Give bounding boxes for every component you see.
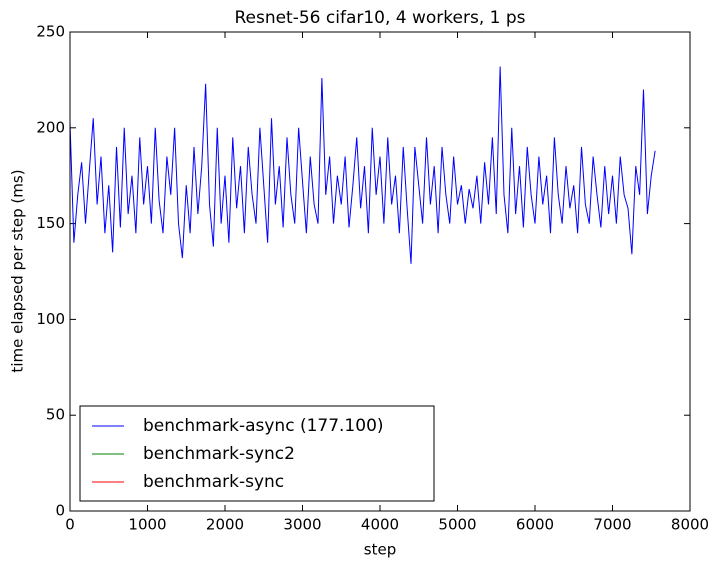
x-tick-label: 5000	[438, 516, 476, 534]
series-line	[69, 66, 656, 264]
y-tick-label: 200	[36, 118, 65, 136]
x-tick-label: 7000	[593, 516, 631, 534]
y-tick-label: 150	[36, 214, 65, 232]
plot-frame	[69, 31, 691, 512]
y-tick-label: 100	[36, 310, 65, 328]
legend-label: benchmark-sync2	[143, 444, 295, 464]
x-tick-label: 4000	[361, 516, 399, 534]
x-tick-label: 1000	[128, 516, 166, 534]
legend-box	[79, 405, 435, 502]
y-axis-label: time elapsed per step (ms)	[9, 169, 27, 372]
x-tick-label: 6000	[516, 516, 554, 534]
y-tick-label: 50	[46, 406, 65, 424]
chart-title: Resnet-56 cifar10, 4 workers, 1 ps	[234, 8, 525, 28]
legend-label: benchmark-async (177.100)	[143, 416, 384, 436]
y-tick-label: 0	[55, 502, 65, 520]
x-tick-label: 0	[65, 516, 75, 534]
x-axis-label: step	[364, 541, 396, 559]
y-tick-label: 250	[36, 23, 65, 41]
legend-label: benchmark-sync	[143, 472, 284, 492]
x-tick-label: 3000	[283, 516, 321, 534]
x-tick-label: 2000	[206, 516, 244, 534]
x-tick-label: 8000	[671, 516, 709, 534]
